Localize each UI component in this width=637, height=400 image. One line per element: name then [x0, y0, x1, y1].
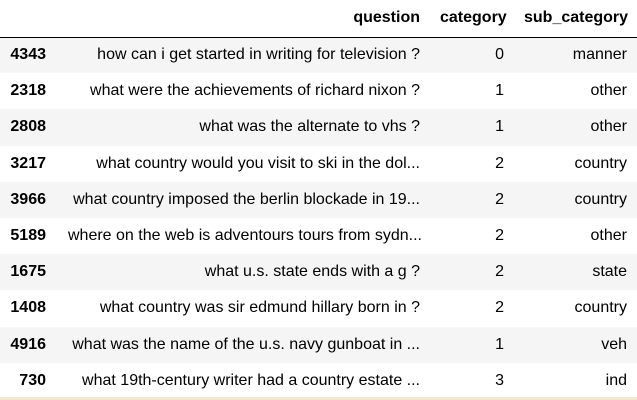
cell-category: 2 [495, 263, 504, 281]
table-row: 1408 what country was sir edmund hillary … [0, 290, 637, 327]
table-body: 4343 how can i get started in writing for… [0, 37, 637, 399]
column-header-index [0, 0, 58, 38]
cell-question: what country imposed the berlin blockade… [73, 190, 420, 208]
cell-category: 0 [495, 46, 504, 64]
cell-sub-category: other [590, 82, 627, 100]
row-index: 4343 [10, 46, 46, 64]
row-index: 1675 [10, 263, 46, 281]
row-index: 3217 [10, 154, 46, 172]
table-row: 4916 what was the name of the u.s. navy g… [0, 326, 637, 363]
cell-question: what country was sir edmund hillary born… [99, 299, 420, 317]
cell-sub-category: country [574, 299, 627, 317]
cell-question: where on the web is adventours tours fro… [68, 227, 422, 245]
cell-category: 1 [495, 118, 504, 136]
table-row: 1675 what u.s. state ends with a g ? 2 stat… [0, 254, 637, 291]
table-row: 5189 where on the web is adventours tours… [0, 217, 637, 255]
cell-sub-category: other [590, 227, 627, 245]
cell-question: what 19th-century writer had a country e… [82, 371, 420, 389]
table-row: 730 what 19th-century writer had a countr… [0, 362, 637, 399]
column-header-category: category [430, 0, 514, 38]
cell-question: how can i get started in writing for tel… [97, 46, 420, 64]
cell-category: 2 [495, 227, 504, 245]
table-row: 3966 what country imposed the berlin bloc… [0, 181, 637, 218]
cell-sub-category: veh [601, 335, 627, 353]
cell-sub-category: country [574, 154, 627, 172]
cell-question: what country would you visit to ski in t… [96, 154, 420, 172]
row-index: 4916 [10, 335, 46, 353]
row-index: 2808 [10, 118, 46, 136]
cell-question: what was the alternate to vhs ? [199, 118, 420, 136]
table-row: 4343 how can i get started in writing for… [0, 37, 637, 74]
cell-question: what was the name of the u.s. navy gunbo… [72, 335, 420, 353]
cell-sub-category: manner [572, 46, 627, 64]
table-row: 3217 what country would you visit to ski … [0, 145, 637, 182]
cell-category: 1 [495, 82, 504, 100]
cell-sub-category: country [574, 190, 627, 208]
row-index: 2318 [10, 82, 46, 100]
cell-sub-category: other [590, 118, 627, 136]
cell-question: what were the achievements of richard ni… [90, 82, 420, 100]
row-index: 1408 [10, 299, 46, 317]
row-index: 730 [19, 371, 46, 389]
cell-category: 1 [495, 335, 504, 353]
cell-category: 2 [495, 190, 504, 208]
column-header-question: question [58, 0, 430, 38]
cell-sub-category: ind [605, 371, 627, 389]
column-header-sub-category: sub_category [514, 0, 637, 38]
row-index: 5189 [10, 227, 46, 245]
table-header-row: question category sub_category [0, 0, 637, 38]
cell-category: 3 [495, 371, 504, 389]
cell-question: what u.s. state ends with a g ? [204, 263, 420, 281]
table-row: 2318 what were the achievements of richar… [0, 73, 637, 110]
row-index: 3966 [10, 190, 46, 208]
cell-category: 2 [495, 299, 504, 317]
cell-sub-category: state [592, 263, 627, 281]
table-row: 2808 what was the alternate to vhs ? 1 othe… [0, 109, 637, 146]
cell-category: 2 [495, 154, 504, 172]
output-scroll-edge [0, 397, 637, 400]
